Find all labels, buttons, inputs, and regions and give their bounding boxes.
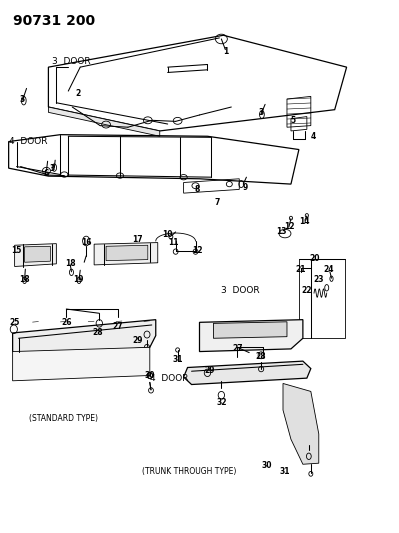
Polygon shape bbox=[15, 244, 56, 266]
Text: 6: 6 bbox=[44, 169, 49, 178]
Polygon shape bbox=[48, 107, 160, 136]
Text: 30: 30 bbox=[262, 462, 273, 470]
Text: 15: 15 bbox=[12, 246, 22, 255]
Text: 20: 20 bbox=[310, 254, 320, 263]
Text: 30: 30 bbox=[144, 371, 155, 380]
Text: 4  DOOR: 4 DOOR bbox=[150, 374, 188, 383]
Text: 17: 17 bbox=[132, 236, 143, 245]
Text: 18: 18 bbox=[19, 275, 30, 284]
Polygon shape bbox=[94, 243, 158, 265]
Text: 29: 29 bbox=[204, 366, 215, 375]
Text: 5: 5 bbox=[290, 116, 296, 125]
Text: 18: 18 bbox=[65, 260, 75, 268]
Text: 12: 12 bbox=[192, 246, 203, 255]
Text: 23: 23 bbox=[314, 275, 324, 284]
Polygon shape bbox=[106, 245, 148, 261]
Text: 16: 16 bbox=[81, 238, 91, 247]
Text: 14: 14 bbox=[300, 217, 310, 226]
Text: 22: 22 bbox=[302, 286, 312, 295]
Polygon shape bbox=[213, 322, 287, 338]
Text: 4: 4 bbox=[310, 132, 316, 141]
Text: 3  DOOR: 3 DOOR bbox=[52, 58, 91, 66]
Text: 25: 25 bbox=[10, 318, 20, 327]
Text: 31: 31 bbox=[280, 467, 290, 475]
Text: 3  DOOR: 3 DOOR bbox=[221, 286, 260, 295]
Text: 26: 26 bbox=[61, 318, 71, 327]
Polygon shape bbox=[25, 246, 50, 262]
Text: 3: 3 bbox=[50, 164, 55, 173]
Text: 21: 21 bbox=[296, 265, 306, 273]
Polygon shape bbox=[13, 320, 156, 358]
Text: 27: 27 bbox=[232, 344, 243, 353]
Text: 29: 29 bbox=[132, 336, 143, 345]
Text: 28: 28 bbox=[256, 352, 267, 361]
Text: 3: 3 bbox=[259, 108, 264, 117]
Text: 9: 9 bbox=[243, 183, 248, 192]
Text: (STANDARD TYPE): (STANDARD TYPE) bbox=[28, 414, 97, 423]
Text: 27: 27 bbox=[113, 321, 123, 330]
Text: (TRUNK THROUGH TYPE): (TRUNK THROUGH TYPE) bbox=[142, 467, 236, 475]
Text: 31: 31 bbox=[172, 355, 183, 364]
Text: 19: 19 bbox=[73, 275, 83, 284]
Polygon shape bbox=[13, 348, 150, 381]
Polygon shape bbox=[184, 361, 311, 384]
Polygon shape bbox=[200, 320, 303, 352]
Text: 8: 8 bbox=[195, 185, 200, 194]
Polygon shape bbox=[283, 383, 319, 464]
Text: 2: 2 bbox=[75, 89, 81, 98]
Text: 24: 24 bbox=[324, 265, 334, 273]
Text: 10: 10 bbox=[162, 230, 173, 239]
Text: 12: 12 bbox=[284, 222, 294, 231]
Text: 11: 11 bbox=[168, 238, 179, 247]
Text: 28: 28 bbox=[93, 328, 103, 337]
Text: 32: 32 bbox=[216, 398, 227, 407]
Text: 90731 200: 90731 200 bbox=[13, 14, 95, 28]
Text: 1: 1 bbox=[223, 47, 228, 55]
Text: 7: 7 bbox=[215, 198, 220, 207]
Text: 13: 13 bbox=[276, 228, 286, 237]
Text: 3: 3 bbox=[20, 94, 25, 103]
Text: 4  DOOR: 4 DOOR bbox=[9, 137, 47, 146]
